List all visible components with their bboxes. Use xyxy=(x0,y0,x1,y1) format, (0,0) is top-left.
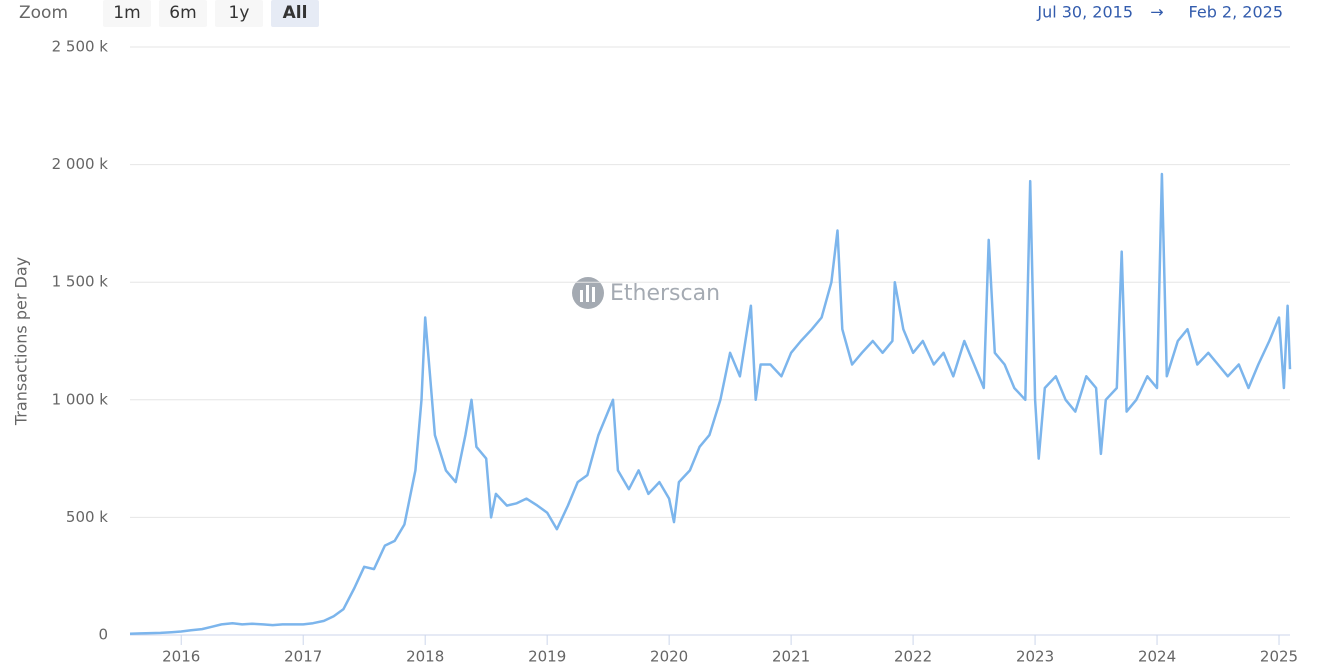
watermark: Etherscan xyxy=(572,277,720,309)
x-tick-label: 2024 xyxy=(1138,648,1176,666)
y-tick-label: 500 k xyxy=(66,508,108,526)
range-start[interactable]: Jul 30, 2015 xyxy=(1036,3,1133,22)
zoom-button-label[interactable]: All xyxy=(283,3,308,23)
x-tick-label: 2018 xyxy=(406,648,444,666)
zoom-button-label[interactable]: 1y xyxy=(229,3,250,23)
zoom-button-label[interactable]: 1m xyxy=(113,3,140,23)
y-tick-label: 2 000 k xyxy=(52,155,109,173)
x-tick-label: 2017 xyxy=(284,648,322,666)
range-end[interactable]: Feb 2, 2025 xyxy=(1189,3,1283,22)
data-line xyxy=(129,172,1292,636)
zoom-button-label[interactable]: 6m xyxy=(169,3,196,23)
y-tick-label: 1 000 k xyxy=(52,390,109,408)
x-tick-label: 2021 xyxy=(772,648,810,666)
watermark-text: Etherscan xyxy=(610,281,720,306)
y-axis-label: Transactions per Day xyxy=(12,257,31,426)
x-tick-label: 2020 xyxy=(650,648,688,666)
y-tick-label: 2 500 k xyxy=(52,38,109,56)
y-tick-label: 1 500 k xyxy=(52,273,109,291)
x-tick-label: 2019 xyxy=(528,648,566,666)
x-tick-label: 2016 xyxy=(162,648,200,666)
zoom-button[interactable] xyxy=(271,0,319,27)
y-tick-label: 0 xyxy=(98,626,108,644)
zoom-button[interactable] xyxy=(215,0,263,27)
zoom-button[interactable] xyxy=(103,0,151,27)
zoom-label: Zoom xyxy=(19,3,68,23)
x-tick-label: 2023 xyxy=(1016,648,1054,666)
zoom-button[interactable] xyxy=(159,0,207,27)
zoom-buttons: 1m 6m 1y All xyxy=(103,0,319,27)
x-tick-label: 2025 xyxy=(1260,648,1298,666)
x-tick-label: 2022 xyxy=(894,648,932,666)
range-arrow: → xyxy=(1150,3,1163,22)
